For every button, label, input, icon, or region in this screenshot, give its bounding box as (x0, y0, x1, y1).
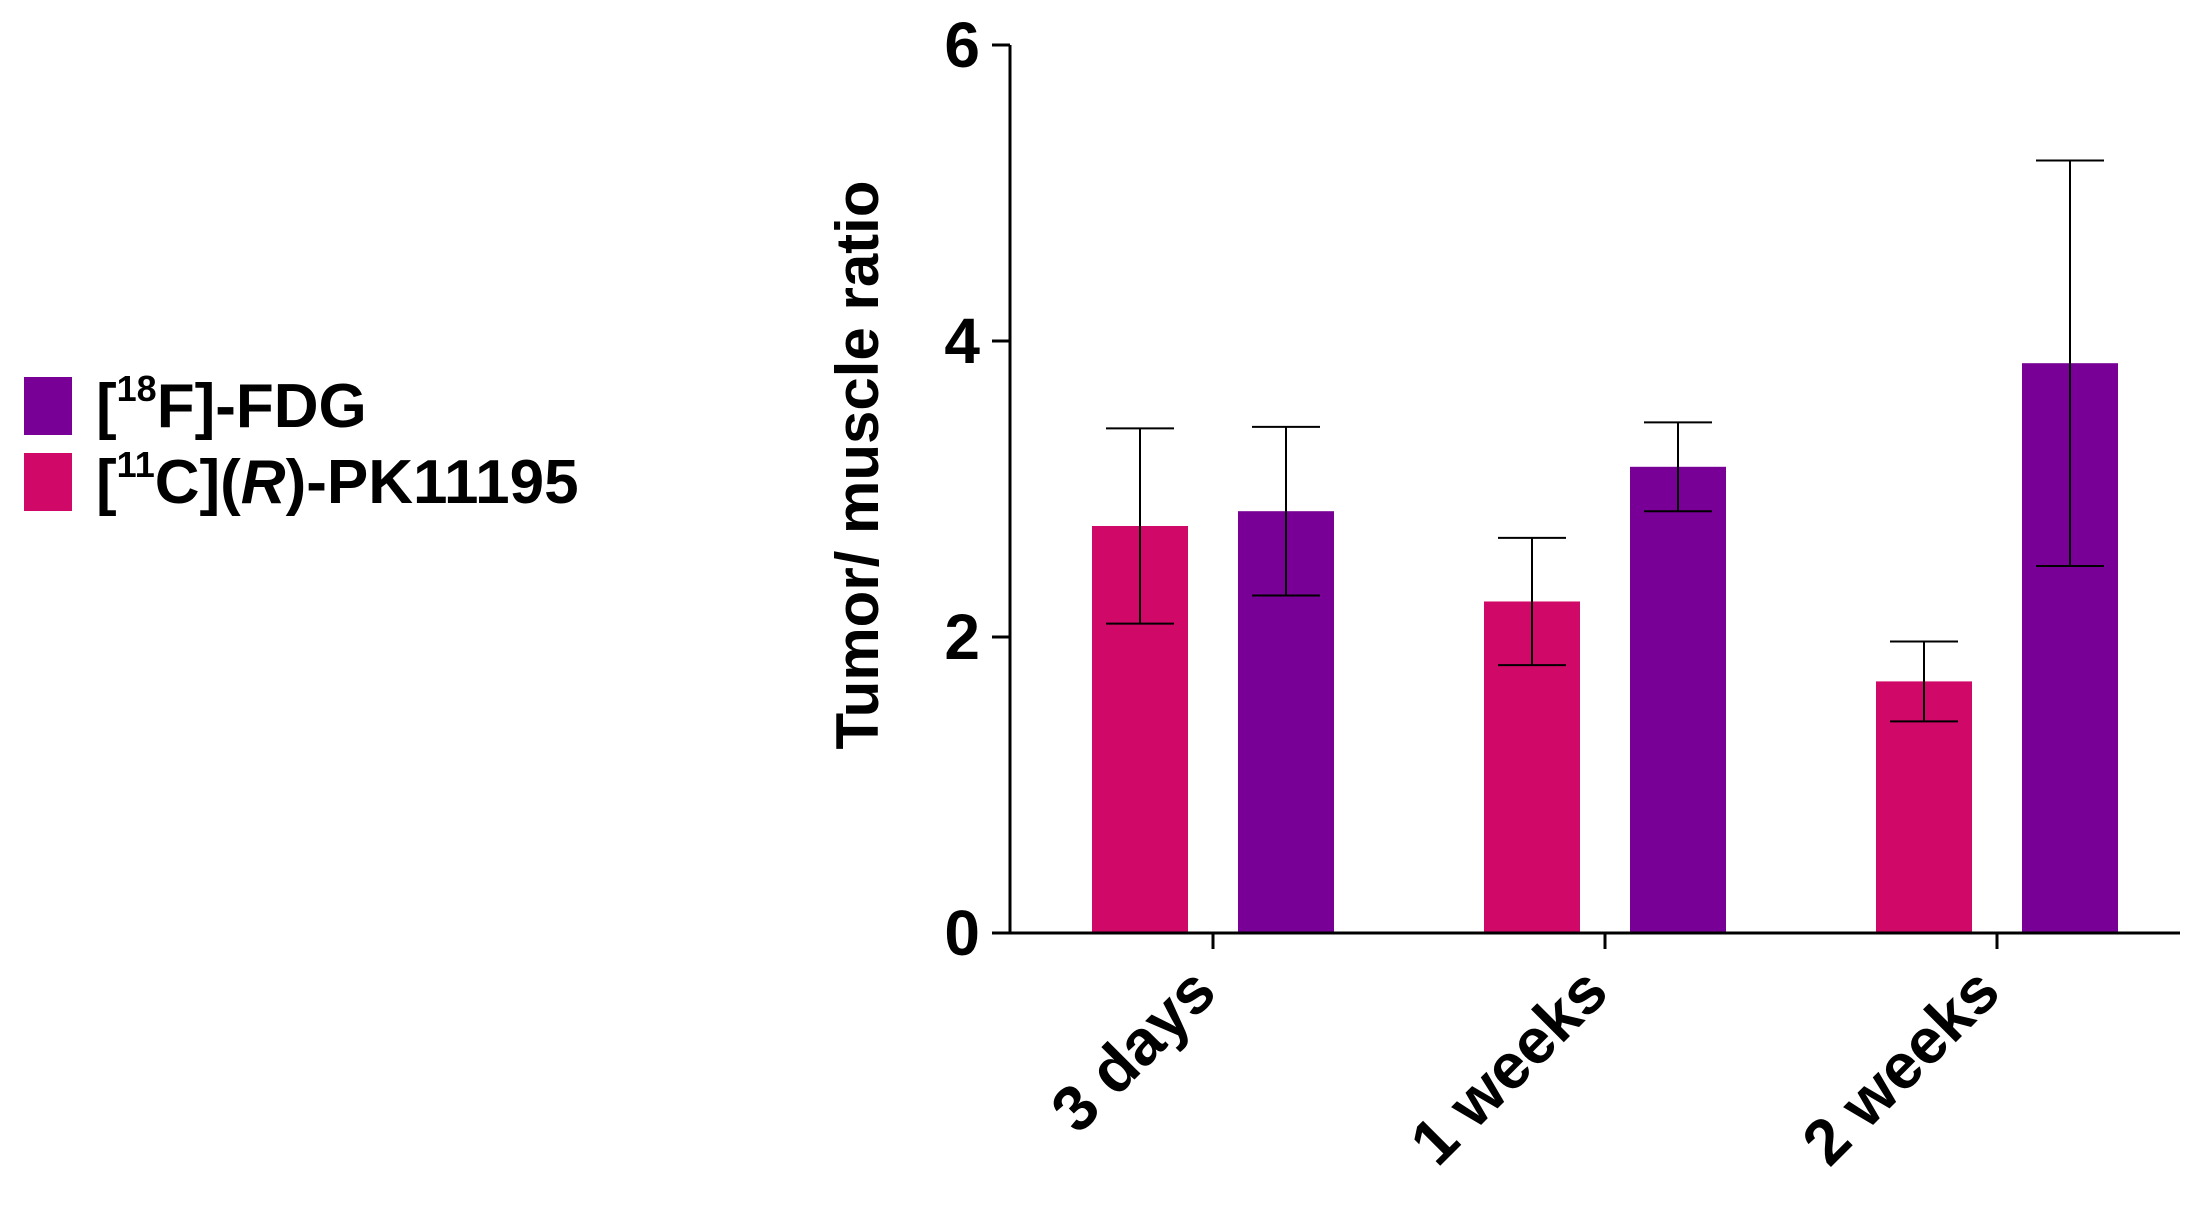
legend-label-pk11195: [11C](R)-PK11195 (96, 443, 579, 517)
y-axis-title: Tumor/ muscle ratio (824, 180, 891, 749)
y-tick-label-0: 0 (944, 897, 980, 969)
legend-item-fdg: [18F]-FDG (24, 368, 579, 444)
legend-label-fdg: [18F]-FDG (96, 367, 367, 441)
bars-layer (1092, 363, 2118, 933)
legend-swatch-pk11195 (24, 453, 72, 511)
axes-layer (992, 43, 2180, 949)
error-bars-layer (1106, 159, 2104, 723)
chart-legend: [18F]-FDG [11C](R)-PK11195 (24, 368, 579, 520)
bar-fdg-1 (1630, 466, 1726, 933)
bar-pk11195-2 (1876, 681, 1972, 933)
y-tick-label-2: 4 (944, 305, 980, 377)
x-tick-label-2: 2 weeks (1788, 954, 2013, 1179)
y-tick-label-3: 6 (944, 9, 980, 81)
legend-swatch-fdg (24, 377, 72, 435)
x-tick-label-1: 1 weeks (1396, 954, 1621, 1179)
x-tick-label-0: 3 days (1037, 954, 1229, 1146)
labels-layer: 0 2 4 6 3 days 1 weeks 2 weeks Tumor/ muscle ra… (824, 9, 2013, 1179)
legend-item-pk11195: [11C](R)-PK11195 (24, 444, 579, 520)
y-tick-label-1: 2 (944, 601, 980, 673)
